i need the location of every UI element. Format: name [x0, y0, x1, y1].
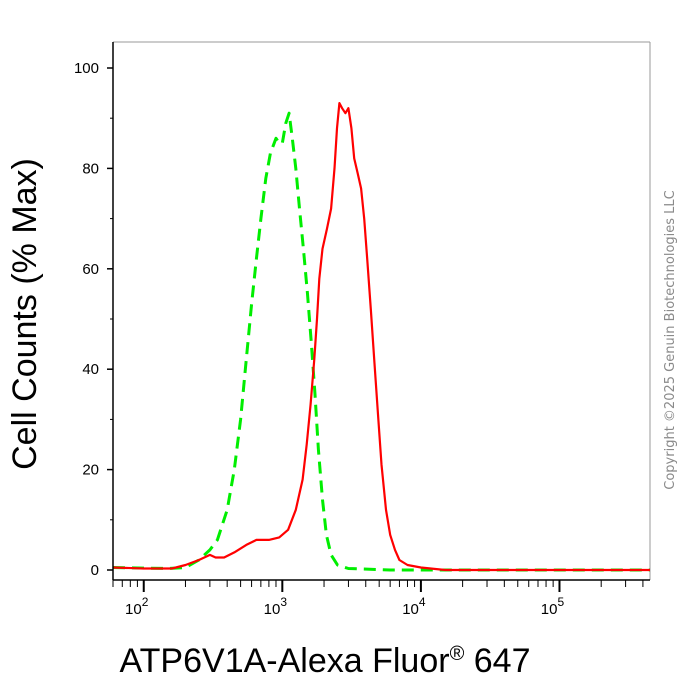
y-tick-label: 20	[82, 462, 99, 479]
x-tick-base: 10	[402, 601, 419, 618]
y-tick-label: 60	[82, 261, 99, 278]
x-axis-title-part: 647	[464, 642, 530, 680]
x-tick-exponent: 4	[419, 595, 426, 609]
registered-mark: ®	[450, 643, 465, 665]
y-tick-label: 0	[91, 562, 99, 579]
x-tick-label: 105	[541, 595, 565, 618]
sample-series-line	[112, 102, 650, 572]
plot-frame	[113, 41, 651, 580]
x-tick-exponent: 2	[142, 595, 149, 609]
x-tick-base: 10	[264, 601, 281, 618]
x-tick-base: 10	[541, 601, 558, 618]
y-axis-title: Cell Counts (% Max)	[6, 158, 44, 470]
y-tick-label: 100	[74, 60, 99, 77]
series-layer	[112, 102, 650, 572]
x-tick-label: 104	[402, 595, 426, 618]
x-axis-title-part: ATP6V1A-Alexa Fluor	[120, 642, 450, 680]
x-tick-label: 103	[264, 595, 288, 618]
control-series-line	[112, 111, 650, 572]
x-tick-exponent: 5	[557, 595, 564, 609]
y-axis: 0 20 40 60 80 100	[74, 42, 114, 580]
copyright-watermark: Copyright ©2025 Genuin Biotechnologies L…	[663, 190, 678, 489]
x-axis: 102 103 104 105	[112, 579, 650, 618]
x-tick-base: 10	[125, 601, 142, 618]
x-tick-exponent: 3	[280, 595, 287, 609]
y-tick-label: 40	[82, 361, 99, 378]
x-axis-title: ATP6V1A-Alexa Fluor® 647	[120, 642, 531, 680]
x-tick-label: 102	[125, 595, 149, 618]
y-tick-label: 80	[82, 160, 99, 177]
